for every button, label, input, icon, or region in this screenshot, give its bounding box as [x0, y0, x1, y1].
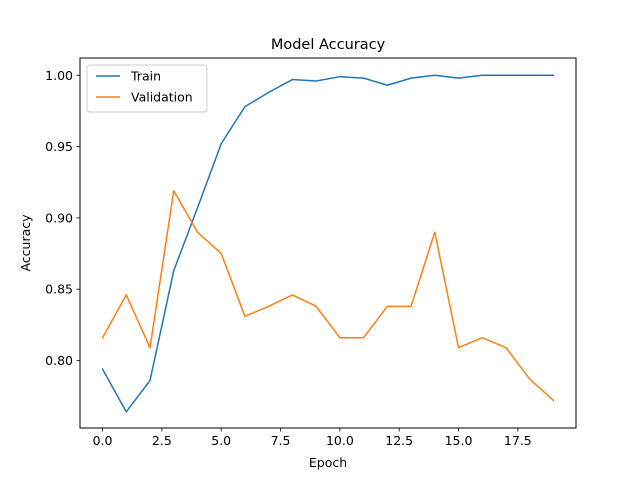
y-axis-label: Accuracy	[18, 214, 33, 272]
y-tick-label: 0.90	[45, 210, 73, 225]
plot-area	[80, 58, 576, 428]
plot-frame	[79, 57, 577, 429]
legend-label-validation: Validation	[131, 90, 193, 105]
y-tick-label: 0.95	[45, 139, 73, 154]
y-axis: 0.80 0.85 0.90 0.95 1.00	[45, 68, 80, 368]
y-tick-label: 1.00	[45, 68, 73, 83]
series-line-validation	[101, 190, 555, 402]
x-tick-label: 17.5	[504, 433, 532, 448]
x-tick-label: 5.0	[211, 433, 231, 448]
y-tick-label: 0.80	[45, 353, 73, 368]
y-tick-label: 0.85	[45, 282, 73, 297]
series-layer	[101, 74, 555, 413]
x-tick-label: 0.0	[93, 433, 113, 448]
chart-title: Model Accuracy	[271, 37, 386, 53]
x-tick-label: 12.5	[385, 433, 413, 448]
x-tick-label: 7.5	[271, 433, 291, 448]
x-axis: 0.0 2.5 5.0 7.5 10.0 12.5 15.0 17.5	[93, 428, 532, 448]
series-line-train	[101, 74, 555, 413]
x-axis-label: Epoch	[309, 455, 347, 470]
x-tick-label: 10.0	[326, 433, 354, 448]
x-tick-label: 2.5	[152, 433, 172, 448]
legend: Train Validation	[86, 64, 208, 113]
x-tick-label: 15.0	[445, 433, 473, 448]
legend-label-train: Train	[130, 69, 161, 84]
